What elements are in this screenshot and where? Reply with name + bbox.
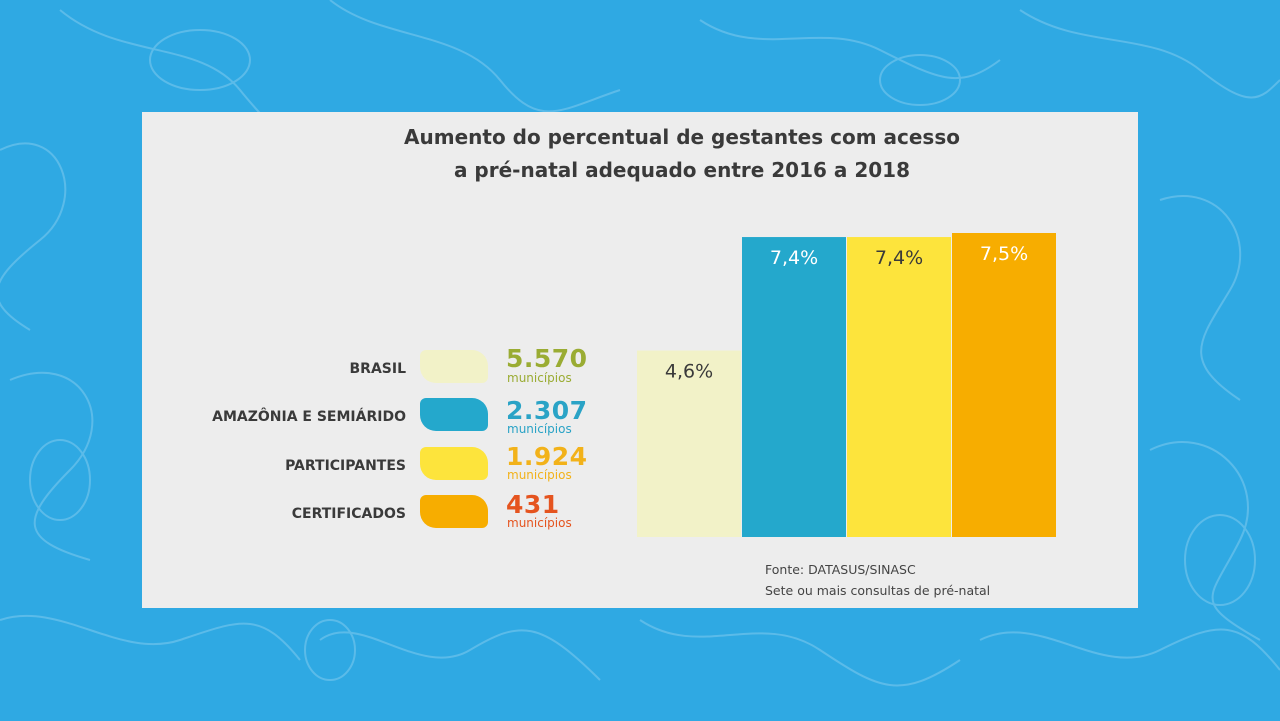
source-note: Sete ou mais consultas de pré-natal <box>765 583 991 598</box>
bar-chart: 4,6% 7,4% 7,4% 7,5% <box>637 233 1056 537</box>
legend-label: CERTIFICADOS <box>291 506 406 522</box>
legend-count: 431 <box>506 490 560 519</box>
bar-1 <box>637 350 741 537</box>
legend-swatch <box>420 447 488 480</box>
legend-unit: municípios <box>507 468 572 482</box>
legend-count: 2.307 <box>506 396 588 425</box>
legend-label: AMAZÔNIA E SEMIÁRIDO <box>212 409 406 425</box>
legend-label: PARTICIPANTES <box>285 458 406 474</box>
chart-panel: Aumento do percentual de gestantes com a… <box>142 112 1138 608</box>
legend-swatch <box>420 398 488 431</box>
bar-value-label: 7,5% <box>980 243 1028 265</box>
bar-2 <box>742 237 846 537</box>
bar-value-label: 7,4% <box>770 247 818 269</box>
bar-4 <box>952 233 1056 537</box>
source-line: Fonte: DATASUS/SINASC <box>765 562 916 577</box>
legend-count: 1.924 <box>506 442 588 471</box>
chart-title-line1: Aumento do percentual de gestantes com a… <box>404 125 960 149</box>
bar-value-label: 4,6% <box>665 361 713 383</box>
legend-label: BRASIL <box>349 361 407 377</box>
bar-value-label: 7,4% <box>875 247 923 269</box>
chart-title-line2: a pré-natal adequado entre 2016 a 2018 <box>453 158 911 182</box>
legend-unit: municípios <box>507 422 572 436</box>
bar-3 <box>847 237 951 537</box>
legend-unit: municípios <box>507 371 572 385</box>
legend-swatch <box>420 495 488 528</box>
legend-unit: municípios <box>507 516 572 530</box>
legend-swatch <box>420 350 488 383</box>
legend-count: 5.570 <box>506 344 588 373</box>
